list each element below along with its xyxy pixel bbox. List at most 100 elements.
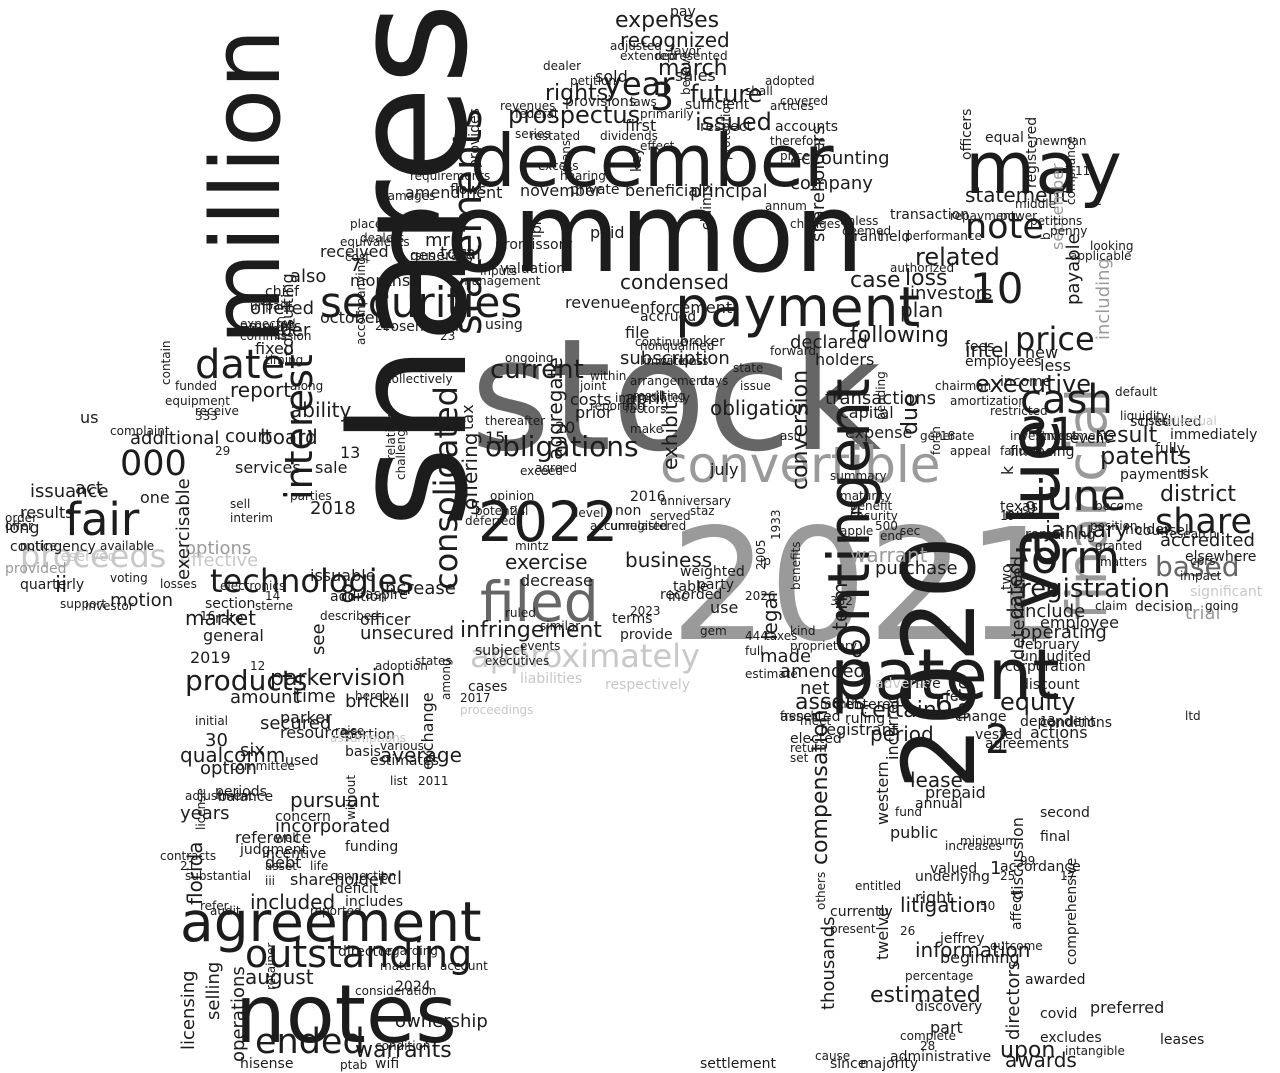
cloud-word: october xyxy=(320,308,382,327)
cloud-word: restricted xyxy=(990,404,1048,418)
cloud-word: electronics xyxy=(220,579,286,593)
cloud-word: committee xyxy=(230,759,295,773)
cloud-word: stock xyxy=(470,305,882,486)
cloud-word: products xyxy=(185,664,308,697)
cloud-word: ltd xyxy=(1185,709,1201,723)
cloud-word: performance xyxy=(905,229,982,243)
cloud-word: portion xyxy=(345,727,396,743)
cloud-word: long xyxy=(5,518,40,537)
cloud-word: 000 xyxy=(120,444,187,484)
cloud-word: 2018 xyxy=(310,498,356,519)
cloud-word: unsecured xyxy=(360,623,455,644)
cloud-word: january xyxy=(1045,518,1129,543)
cloud-word: additional xyxy=(130,428,220,449)
cloud-word: company xyxy=(790,173,873,194)
cloud-word: inputs xyxy=(480,264,518,278)
cloud-word: related xyxy=(915,243,1000,271)
cloud-word: public xyxy=(890,823,939,842)
cloud-word: recorded xyxy=(660,587,723,603)
cloud-word: employees xyxy=(965,354,1042,370)
cloud-word: 1933 xyxy=(769,509,783,540)
cloud-word: management xyxy=(460,274,541,288)
cloud-word: 333 xyxy=(195,409,218,423)
cloud-word: scheduled xyxy=(1130,414,1202,430)
cloud-word: 8 xyxy=(340,580,356,608)
cloud-word: rosenbaum xyxy=(385,319,464,335)
cloud-word: party xyxy=(697,577,734,593)
cloud-word: connection xyxy=(330,869,397,883)
cloud-word: available xyxy=(100,539,155,553)
cloud-word: list xyxy=(390,774,408,788)
cloud-word: selling xyxy=(203,961,224,1020)
cloud-word: exercise xyxy=(505,550,588,574)
cloud-word: ii xyxy=(55,573,68,598)
cloud-word: fee xyxy=(945,689,968,705)
cloud-word: 382 xyxy=(830,594,853,608)
cloud-word: resources xyxy=(280,723,358,742)
cloud-word: months xyxy=(350,271,411,290)
cloud-word: condition xyxy=(375,1039,431,1053)
cloud-word: jeffrey xyxy=(940,931,985,947)
cloud-word: valuation xyxy=(500,261,566,277)
cloud-word: forward xyxy=(770,344,817,358)
cloud-word: provide xyxy=(620,627,673,643)
cloud-word: make xyxy=(630,422,663,436)
cloud-word: estimate xyxy=(745,667,798,681)
cloud-word: prepaid xyxy=(925,783,986,802)
cloud-word: end xyxy=(880,529,903,543)
cloud-word: shall xyxy=(745,84,773,98)
cloud-word: shareholder xyxy=(290,870,386,889)
cloud-word: continue xyxy=(635,335,688,349)
cloud-word: change xyxy=(955,709,1007,725)
cloud-word: funding xyxy=(345,839,399,855)
cloud-word: balance xyxy=(218,789,274,805)
cloud-word: ownership xyxy=(395,1011,488,1032)
cloud-word: following xyxy=(850,323,949,348)
cloud-word: see xyxy=(308,623,329,655)
cloud-word: officers xyxy=(959,108,975,160)
cloud-word: costs xyxy=(570,390,612,409)
cloud-word: future xyxy=(690,80,763,108)
cloud-word: 2 xyxy=(985,717,1011,763)
cloud-word: parkervision xyxy=(270,666,406,691)
cloud-word: month xyxy=(820,697,859,711)
cloud-word: nonqualified xyxy=(640,339,715,353)
cloud-word: price xyxy=(1015,320,1095,358)
cloud-word: material xyxy=(380,959,431,973)
cloud-word: payment xyxy=(675,275,921,339)
cloud-word: number xyxy=(240,320,311,341)
cloud-word: directors xyxy=(1003,960,1024,1040)
cloud-word: adoption xyxy=(375,659,428,673)
cloud-word: equivalents xyxy=(340,235,410,249)
cloud-word: holder xyxy=(1125,522,1170,538)
cloud-word: included xyxy=(250,890,336,914)
cloud-word: august xyxy=(245,965,314,989)
cloud-word: ip xyxy=(760,554,771,568)
cloud-word: two xyxy=(999,564,1015,590)
cloud-word: assumptions xyxy=(330,731,407,745)
cloud-word: audit xyxy=(210,904,241,918)
cloud-word: adopted xyxy=(765,74,815,88)
cloud-word: days xyxy=(700,374,729,388)
cloud-word: apple xyxy=(840,524,874,538)
cloud-word: agreements xyxy=(985,736,1070,752)
cloud-word: others xyxy=(814,871,828,910)
cloud-word: time xyxy=(295,686,336,707)
cloud-word: voting xyxy=(110,571,148,585)
cloud-word: limitations xyxy=(640,354,703,368)
cloud-word: dependent xyxy=(1020,714,1096,730)
cloud-word: contingency xyxy=(10,539,96,555)
cloud-word: 1 xyxy=(990,858,1002,879)
cloud-word: excess xyxy=(538,159,579,173)
cloud-word: taxes xyxy=(765,629,798,643)
cloud-word: 15 xyxy=(485,428,506,447)
cloud-word: issued xyxy=(695,108,772,136)
cloud-word: interim xyxy=(230,511,273,525)
cloud-word: officer xyxy=(360,610,411,629)
cloud-word: french xyxy=(780,709,819,723)
cloud-word: sale xyxy=(315,458,348,477)
cloud-word: entered xyxy=(845,697,900,713)
cloud-word: 2026 xyxy=(745,589,776,603)
cloud-word: gem xyxy=(700,624,727,638)
cloud-word: v xyxy=(423,1032,431,1046)
